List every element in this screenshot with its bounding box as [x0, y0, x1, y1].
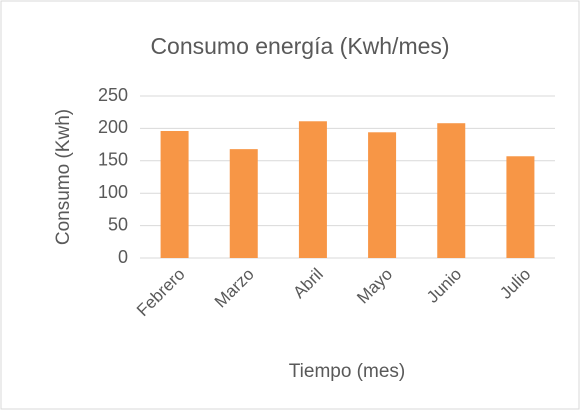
y-tick-label: 250 [98, 85, 128, 105]
y-tick-label: 150 [98, 150, 128, 170]
chart-title: Consumo energía (Kwh/mes) [150, 33, 449, 59]
bar [506, 156, 535, 258]
bar [368, 132, 397, 258]
bar [437, 123, 466, 258]
bar [229, 149, 258, 258]
y-tick-label: 50 [108, 214, 128, 234]
bar [160, 130, 189, 258]
bar [298, 121, 327, 258]
x-axis-title: Tiempo (mes) [289, 361, 405, 382]
y-tick-label: 0 [118, 247, 128, 267]
y-tick-label: 100 [98, 182, 128, 202]
y-tick-label: 200 [98, 117, 128, 137]
y-axis-title: Consumo (Kwh) [53, 109, 74, 245]
